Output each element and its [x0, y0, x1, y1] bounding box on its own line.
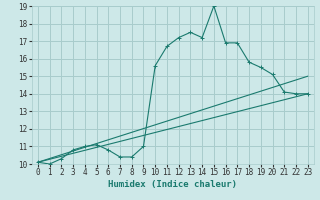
X-axis label: Humidex (Indice chaleur): Humidex (Indice chaleur)	[108, 180, 237, 189]
